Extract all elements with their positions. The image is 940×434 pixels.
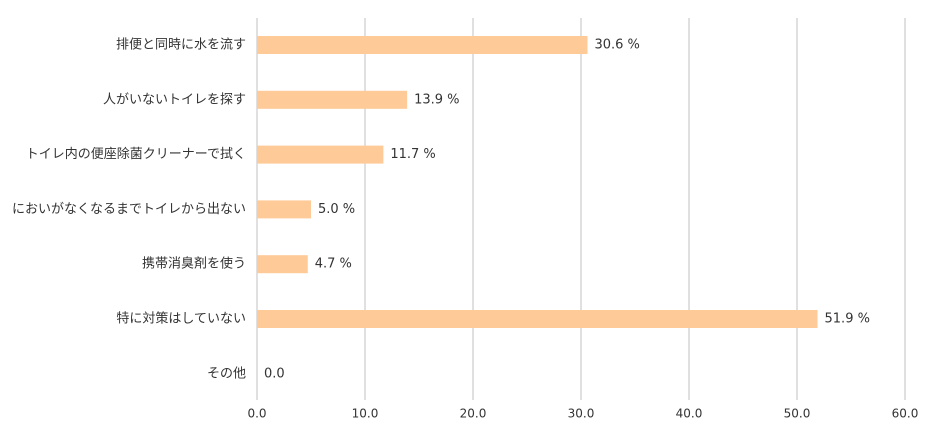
value-label: 5.0 % — [318, 202, 355, 217]
y-tick-label: その他 — [207, 366, 246, 381]
x-tick-label: 20.0 — [460, 407, 487, 421]
y-tick-label: トイレ内の便座除菌クリーナーで拭く — [26, 146, 246, 162]
x-tick-label: 0.0 — [247, 407, 266, 421]
bar — [257, 200, 311, 219]
bar — [257, 90, 408, 109]
bar — [257, 145, 384, 164]
value-label: 11.7 % — [390, 147, 435, 162]
y-tick-label: 人がいないトイレを探す — [103, 92, 246, 107]
bar — [257, 310, 818, 328]
y-tick-label: 排便と同時に水を流す — [116, 38, 246, 53]
value-label: 0.0 — [264, 366, 285, 381]
x-tick-label: 50.0 — [784, 407, 811, 421]
y-tick-label: 携帯消臭剤を使う — [142, 256, 246, 272]
y-tick-label: においがなくなるまでトイレから出ない — [12, 202, 246, 217]
value-label: 4.7 % — [315, 257, 352, 272]
y-tick-label: 特に対策はしていない — [116, 311, 246, 327]
x-tick-label: 60.0 — [892, 407, 919, 421]
x-tick-label: 10.0 — [352, 407, 379, 421]
bar — [257, 36, 588, 54]
bar — [257, 255, 308, 274]
value-label: 30.6 % — [594, 38, 639, 53]
value-label: 51.9 % — [825, 312, 870, 327]
x-tick-label: 40.0 — [676, 407, 703, 421]
value-label: 13.9 % — [414, 92, 459, 107]
x-tick-label: 30.0 — [568, 407, 595, 421]
